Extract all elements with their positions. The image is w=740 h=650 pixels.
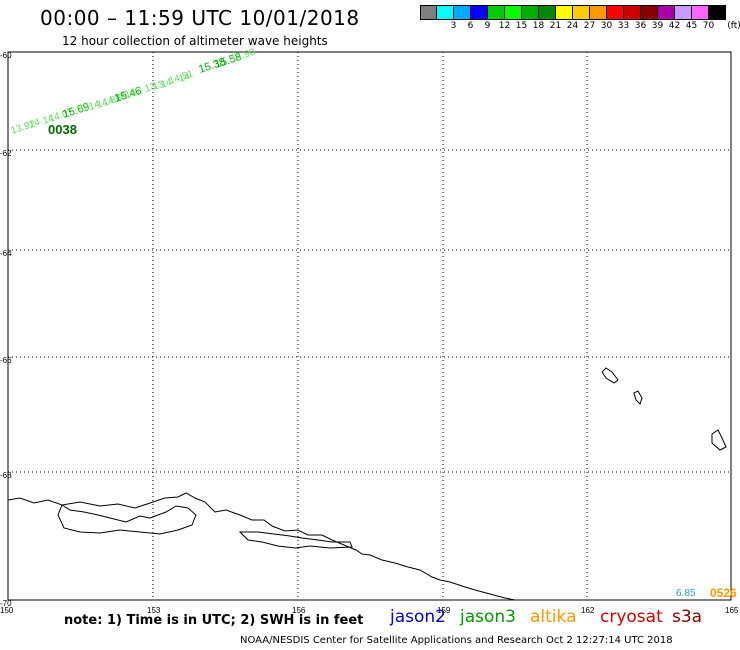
legend-label: 15 — [515, 21, 528, 31]
legend-label: 18 — [532, 21, 545, 31]
legend-label: 24 — [566, 21, 579, 31]
latitude-tick-label: -62 — [0, 149, 12, 158]
legend-swatch — [505, 5, 522, 20]
legend-swatch — [641, 5, 658, 20]
footer-credit: NOAA/NESDIS Center for Satellite Applica… — [240, 635, 673, 646]
legend-label: 9 — [484, 21, 491, 31]
longitude-tick-label: 165 — [725, 606, 739, 615]
legend-swatch — [488, 5, 505, 20]
coastline-antarctica — [7, 492, 516, 601]
legend-swatch — [624, 5, 641, 20]
track-time-label: 0038 — [48, 122, 77, 137]
legend-label: 12 — [498, 21, 511, 31]
map-title: 00:00 – 11:59 UTC 10/01/2018 — [40, 6, 360, 30]
wave-height-label: 14 — [42, 113, 56, 127]
legend-label: 33 — [617, 21, 630, 31]
wave-height-label: 13 — [144, 81, 158, 95]
coastline-bay — [238, 531, 353, 549]
legend-label: 27 — [583, 21, 596, 31]
legend-label: 42 — [668, 21, 681, 31]
latitude-tick-label: -68 — [0, 471, 12, 480]
legend-swatch — [590, 5, 607, 20]
latitude-tick-label: -70 — [0, 599, 12, 608]
longitude-tick-label: 150 — [0, 606, 14, 615]
island-2 — [633, 390, 643, 405]
longitude-tick-label: 159 — [437, 606, 451, 615]
legend-swatch — [539, 5, 556, 20]
wave-height-label: 14 — [78, 101, 92, 115]
satellite-altika: altika — [530, 607, 577, 627]
legend-swatch — [607, 5, 624, 20]
legend-swatch — [522, 5, 539, 20]
wave-height-label: 14 — [28, 117, 42, 131]
wave-height-label: 14 — [178, 71, 192, 85]
legend-swatch — [675, 5, 692, 20]
grid-lines — [8, 52, 731, 600]
longitude-tick-label: 153 — [147, 606, 161, 615]
legend-swatch — [658, 5, 675, 20]
latitude-tick-label: -66 — [0, 356, 12, 365]
legend-swatch — [454, 5, 471, 20]
legend-label: 3 — [450, 21, 457, 31]
legend-label: 21 — [549, 21, 562, 31]
longitude-tick-label: 162 — [581, 606, 595, 615]
satellite-cryosat: cryosat — [600, 607, 663, 627]
wave-height-label: 14 — [88, 99, 102, 113]
coastline — [7, 367, 727, 601]
axis-labels: 150 153 156 159 162 165 -60 -62 -64 -66 -68 -70 — [0, 51, 739, 615]
legend-label: 39 — [651, 21, 664, 31]
longitude-tick-label: 156 — [292, 606, 306, 615]
island-1 — [601, 367, 619, 384]
legend-label: 36 — [634, 21, 647, 31]
note-text: note: 1) Time is in UTC; 2) SWH is in fe… — [64, 613, 364, 628]
legend-swatch — [573, 5, 590, 20]
wave-height-label: 14.90 — [230, 47, 258, 65]
legend-label: 70 — [702, 21, 715, 31]
map-frame — [7, 51, 732, 601]
legend-swatch — [420, 5, 437, 20]
legend-swatch — [709, 5, 726, 20]
latitude-tick-label: -64 — [0, 249, 12, 258]
island-3 — [711, 429, 727, 451]
wave-height-label: 14 — [124, 87, 138, 101]
satellite-jason2: jason2 — [390, 607, 446, 627]
legend-label: 30 — [600, 21, 613, 31]
corner-time-label: 0526 — [710, 586, 737, 600]
satellite-s3a: s3a — [672, 607, 703, 627]
legend-label: 6 — [467, 21, 474, 31]
wave-height-label: 13 — [152, 79, 166, 93]
legend-swatch — [556, 5, 573, 20]
wave-height-label: 14 — [160, 77, 174, 91]
corner-value-label: 6.85 — [676, 588, 696, 599]
legend-label: 45 — [685, 21, 698, 31]
legend-unit: (ft) — [727, 21, 740, 31]
legend-swatch — [471, 5, 488, 20]
wave-height-label: 12 — [130, 85, 144, 99]
map-subtitle: 12 hour collection of altimeter wave hei… — [62, 34, 328, 48]
latitude-tick-label: -60 — [0, 51, 12, 60]
legend-swatch — [692, 5, 709, 20]
coastline-inlet — [57, 504, 197, 535]
satellite-jason3: jason3 — [460, 607, 516, 627]
legend-swatch — [437, 5, 454, 20]
